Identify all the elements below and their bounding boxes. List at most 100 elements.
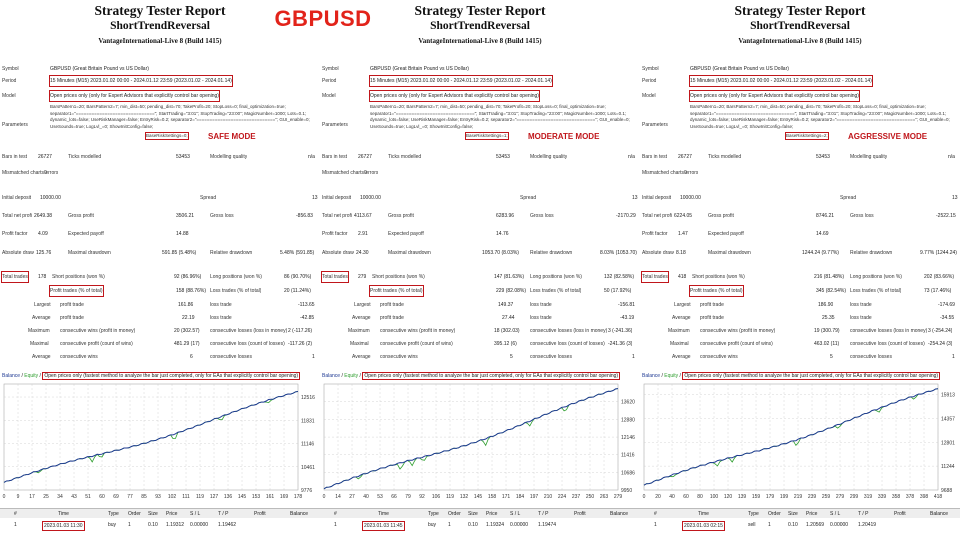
deal-row[interactable]: 1 2023.01.03 02:15 sell 1 0.10 1.20569 0.00000… (640, 520, 960, 531)
cons-profit-count-label: consecutive profit (count of wins) (700, 341, 773, 347)
cons-losses-money-value: 3 (-254.24) (928, 328, 953, 334)
x-tick-label: 418 (934, 494, 943, 500)
x-tick-label: 158 (488, 494, 497, 500)
deals-column-header: # (14, 511, 17, 517)
report-row: Profit factor 2.91 Expected payoff 14.76 (320, 229, 640, 239)
bars-value: 26727 (678, 154, 692, 160)
deals-column-header: Balance (930, 511, 949, 517)
report-row: Largest profit trade 161.86 loss trade -113.… (0, 300, 320, 310)
deals-column-header: # (334, 511, 337, 517)
long-positions-value: 132 (82.58%) (604, 274, 635, 280)
largest-loss-value: -174.69 (938, 302, 955, 308)
report-row: Maximum consecutive wins (profit in money… (640, 326, 960, 336)
deal-row[interactable]: 1 2023.01.03 11:45 buy 1 0.10 1.19324 0.00000 1… (320, 520, 640, 531)
parameter-line: separator1="============================… (50, 110, 307, 116)
cons-wins-value: 5 (510, 354, 513, 360)
average-loss-value: -34.55 (940, 315, 955, 321)
loss-trades-label: Loss trades (% of total) (210, 288, 262, 294)
gross-loss-label: Gross loss (530, 213, 554, 219)
period-label: Period (2, 78, 17, 84)
deal-cell: buy (428, 522, 437, 528)
deal-cell: 0.00000 (190, 522, 209, 528)
total-trades-label: Total trades (321, 271, 349, 283)
deal-cell: 1.20419 (858, 522, 877, 528)
parameter-line: UseSounds=true; LogLvl_=0; ShowInitConfi… (370, 123, 474, 129)
maximum-label: Maximum (348, 328, 370, 334)
parameter-line: BarsPattern1=20; BarsPattern2=7; min_dis… (690, 104, 926, 109)
symbol-value: GBPUSD (Great Britain Pound vs US Dollar… (690, 66, 789, 72)
cons-wins-label: consecutive wins (60, 354, 98, 360)
deals-column-header: Profit (254, 511, 266, 517)
expert-name: ShortTrendReversal (430, 20, 530, 32)
short-positions-label: Short positions (won %) (372, 274, 425, 280)
x-tick-label: 40 (669, 494, 675, 500)
x-tick-label: 119 (196, 494, 204, 500)
cons-loss-count-value: -254.24 (3) (928, 341, 953, 347)
x-tick-label: 263 (600, 494, 609, 500)
period-label: Period (642, 78, 657, 84)
x-tick-label: 77 (127, 494, 133, 500)
cons-wins-money-value: 20 (302.57) (174, 328, 200, 334)
cons-wins-label: consecutive wins (380, 354, 418, 360)
max-drawdown-label: Maximal drawdown (388, 250, 431, 256)
loss-trades-label: Loss trades (% of total) (530, 288, 582, 294)
deals-column-header: Profit (894, 511, 906, 517)
x-tick-label: 127 (210, 494, 219, 500)
gross-loss-value: -2170.29 (616, 213, 636, 219)
x-tick-label: 60 (99, 494, 105, 500)
report-title: Strategy Tester Report (94, 3, 226, 18)
average-cons-label: Average (672, 354, 691, 360)
deals-column-header: Time (378, 511, 389, 517)
deal-cell: 1 (14, 522, 17, 528)
x-tick-label: 102 (168, 494, 177, 500)
max-drawdown-value: 1244.24 (9.77%) (802, 250, 839, 256)
model-value: Open prices only (only for Expert Adviso… (49, 90, 220, 102)
deals-column-header: S / L (510, 511, 521, 517)
report-row: Profit factor 1.47 Expected payoff 14.69 (640, 229, 960, 239)
deal-cell: sell (748, 522, 756, 528)
x-tick-label: 69 (113, 494, 119, 500)
average-profit-value: 22.19 (182, 315, 195, 321)
deal-cell: 1.19312 (166, 522, 185, 528)
ticks-value: 53453 (816, 154, 830, 160)
x-tick-label: 358 (892, 494, 901, 500)
average-loss-label: loss trade (210, 315, 232, 321)
report-row: Symbol GBPUSD (Great Britain Pound vs US … (0, 64, 320, 74)
x-tick-label: 178 (294, 494, 303, 500)
largest-label: Largest (34, 302, 51, 308)
y-tick-label: 12801 (941, 440, 955, 446)
x-tick-label: 111 (182, 494, 190, 500)
rel-drawdown-value: 8.03% (1053.70) (600, 250, 637, 256)
mismatched-label: Mismatched charts errors (322, 170, 379, 176)
deal-time: 2023.01.03 02:15 (682, 521, 725, 531)
x-tick-label: 161 (266, 494, 275, 500)
spread-value: 13 (952, 195, 958, 201)
deal-cell: 0.10 (468, 522, 478, 528)
deal-time: 2023.01.03 11:30 (42, 521, 85, 531)
largest-profit-label: profit trade (380, 302, 404, 308)
period-value: 15 Minutes (M15) 2023.01.02 00:00 - 2024… (369, 75, 553, 87)
report-row: Total net profit 2649.38 Gross profit 3506.… (0, 211, 320, 221)
average-loss-value: -43.19 (620, 315, 635, 321)
profit-factor-value: 1.47 (678, 231, 688, 237)
legend-spacer: / (358, 373, 363, 379)
cons-wins-value: 6 (190, 354, 193, 360)
y-tick-label: 9776 (301, 488, 312, 494)
gross-profit-value: 3506.21 (176, 213, 195, 219)
report-row: Initial deposit 10000.00 Spread 13 (320, 193, 640, 203)
x-tick-label: 153 (252, 494, 261, 500)
y-tick-label: 11831 (301, 418, 315, 424)
cons-profit-count-value: 463.02 (11) (814, 341, 840, 347)
report-row: Initial deposit 10000.00 Spread 13 (640, 193, 960, 203)
expert-name: ShortTrendReversal (110, 20, 210, 32)
y-tick-label: 13620 (621, 400, 635, 406)
report-row: Model Open prices only (only for Expert A… (640, 90, 960, 102)
parameter-line: BarsPattern1=20; BarsPattern2=7; min_dis… (370, 104, 606, 109)
total-trades-value: 279 (358, 274, 367, 280)
parameters-label: Parameters (2, 122, 28, 128)
cons-loss-count-value: -117.26 (2) (288, 341, 313, 347)
mismatched-value: 0 (684, 170, 687, 176)
deals-column-header: Price (806, 511, 818, 517)
deals-header: # Time Type Order Size Price S / L T / P Profit B… (320, 508, 640, 518)
deal-row[interactable]: 1 2023.01.03 11:30 buy 1 0.10 1.19312 0.00000 1… (0, 520, 320, 531)
